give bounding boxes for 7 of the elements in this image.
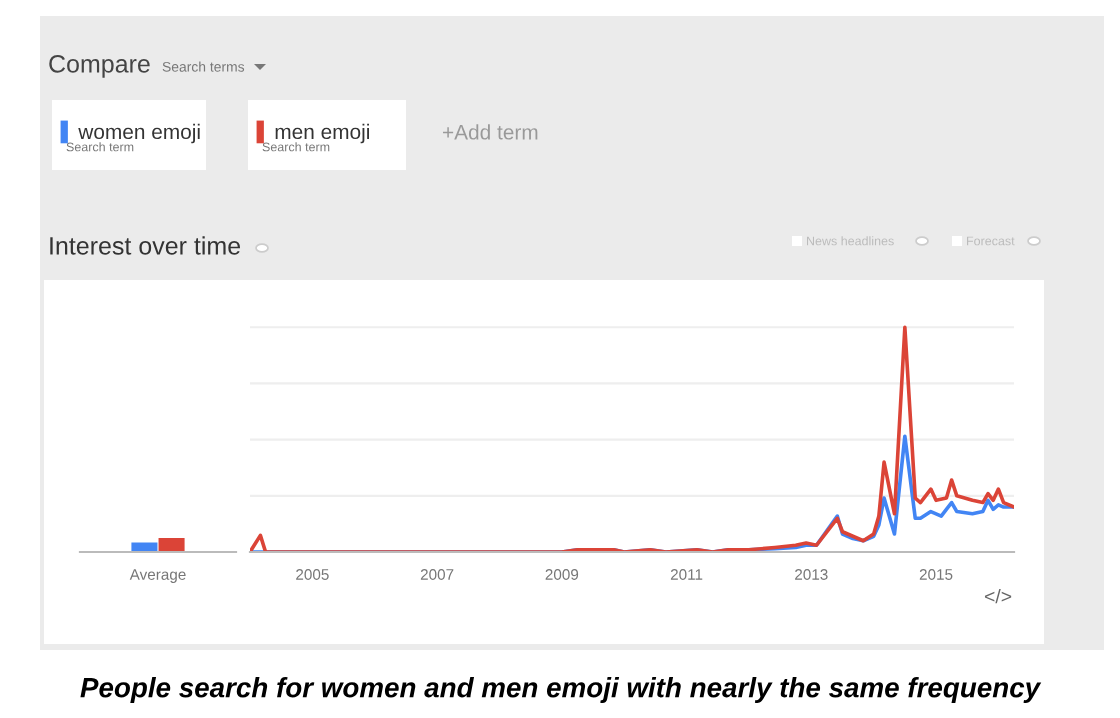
- chart-title: Interest over time: [50, 236, 241, 255]
- legend-label: women emoji: [78, 123, 200, 144]
- legend-label: men emoji: [275, 123, 369, 144]
- text: Compare: [49, 55, 150, 78]
- text: People search for women and men emoji with nearly the same frequency: [80, 677, 1042, 703]
- text: +Add term: [443, 124, 538, 140]
- text: </>: [984, 588, 1012, 604]
